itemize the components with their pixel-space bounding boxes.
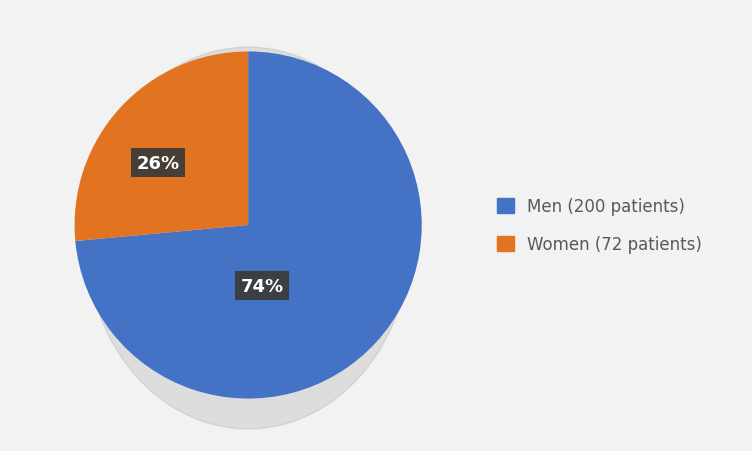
Text: 74%: 74% — [241, 277, 284, 295]
Legend: Men (200 patients), Women (72 patients): Men (200 patients), Women (72 patients) — [489, 189, 711, 262]
Wedge shape — [75, 52, 422, 399]
Wedge shape — [74, 52, 248, 241]
Text: 26%: 26% — [136, 154, 180, 172]
Ellipse shape — [86, 48, 411, 429]
